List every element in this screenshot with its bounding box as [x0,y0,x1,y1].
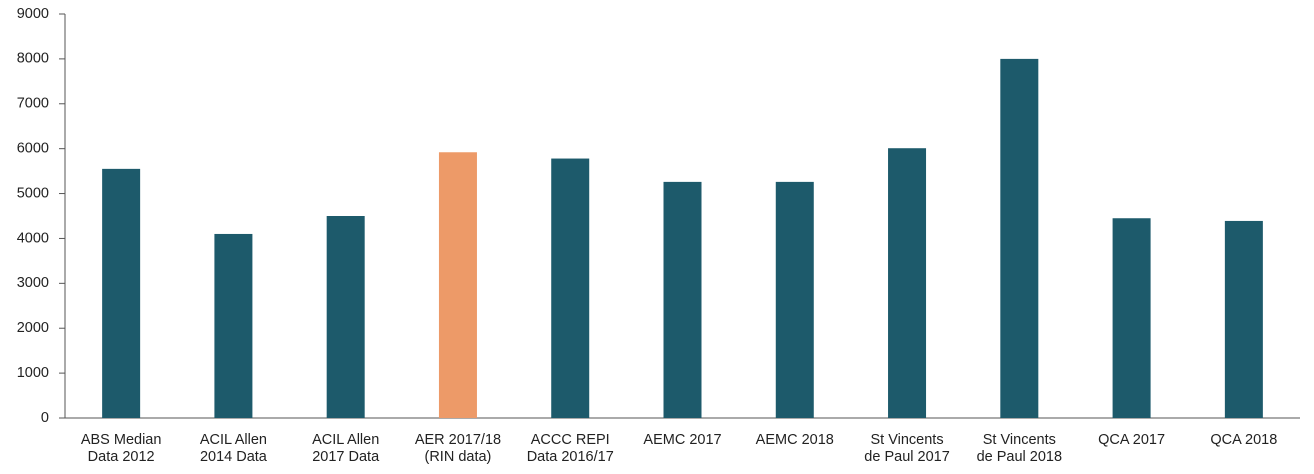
x-tick-label: AEMC 2018 [756,432,834,448]
bar [326,216,365,418]
x-tick-label: QCA 2017 [1098,432,1165,448]
y-tick-label: 1000 [17,365,49,381]
x-tick-label: ACIL Allen 2017 Data [312,432,380,465]
y-tick-label: 5000 [17,185,49,201]
y-tick-label: 3000 [17,275,49,291]
y-tick-label: 6000 [17,140,49,156]
bar [888,148,927,418]
y-tick-label: 0 [41,410,49,426]
bar [1224,220,1263,418]
bar [214,233,253,418]
bar [1000,58,1039,419]
x-tick-label: ACIL Allen 2014 Data [200,432,268,465]
bar [775,181,814,418]
bar [663,181,702,418]
x-tick-label: St Vincents de Paul 2018 [977,432,1062,465]
y-tick-label: 4000 [17,230,49,246]
x-tick-label: AER 2017/18 (RIN data) [415,432,501,465]
y-tick-label: 2000 [17,320,49,336]
x-tick-label: QCA 2018 [1210,432,1277,448]
y-tick-label: 7000 [17,96,49,112]
y-tick-label: 9000 [17,6,49,22]
bar [551,158,590,418]
x-tick-label: ACCC REPI Data 2016/17 [527,432,614,465]
bar [1112,218,1151,418]
bar [102,168,141,418]
y-tick-label: 8000 [17,51,49,67]
bar [438,152,477,418]
x-tick-label: St Vincents de Paul 2017 [864,432,949,465]
x-tick-label: ABS Median Data 2012 [81,432,162,465]
x-tick-label: AEMC 2017 [643,432,721,448]
